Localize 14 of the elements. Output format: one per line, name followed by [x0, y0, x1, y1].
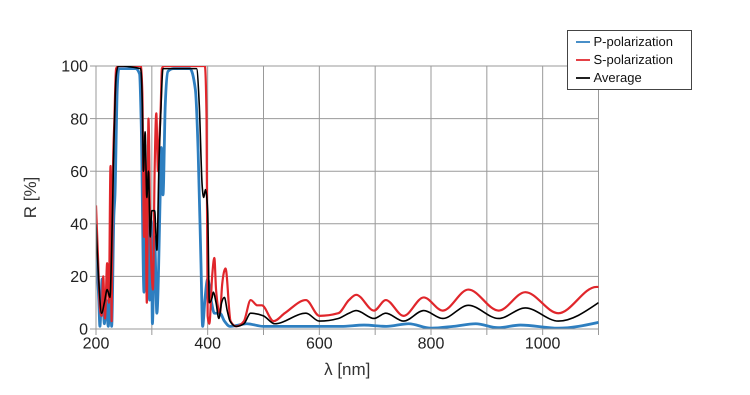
x-tick-label: 800: [418, 335, 444, 352]
x-tick-label: 1000: [524, 335, 561, 352]
y-tick-label: 60: [70, 164, 88, 181]
x-tick-label: 600: [306, 335, 333, 352]
x-tick-label: 400: [194, 335, 222, 352]
legend-label: Average: [594, 70, 642, 85]
y-tick-label: 40: [70, 216, 88, 234]
y-axis-title: R [%]: [21, 176, 40, 218]
x-axis-title: λ [nm]: [324, 360, 370, 379]
y-tick-label: 100: [61, 58, 88, 76]
y-tick-label: 80: [70, 111, 88, 128]
y-tick-label: 20: [70, 269, 88, 286]
legend-label: P-polarization: [594, 34, 673, 49]
legend-label: S-polarization: [594, 52, 673, 67]
